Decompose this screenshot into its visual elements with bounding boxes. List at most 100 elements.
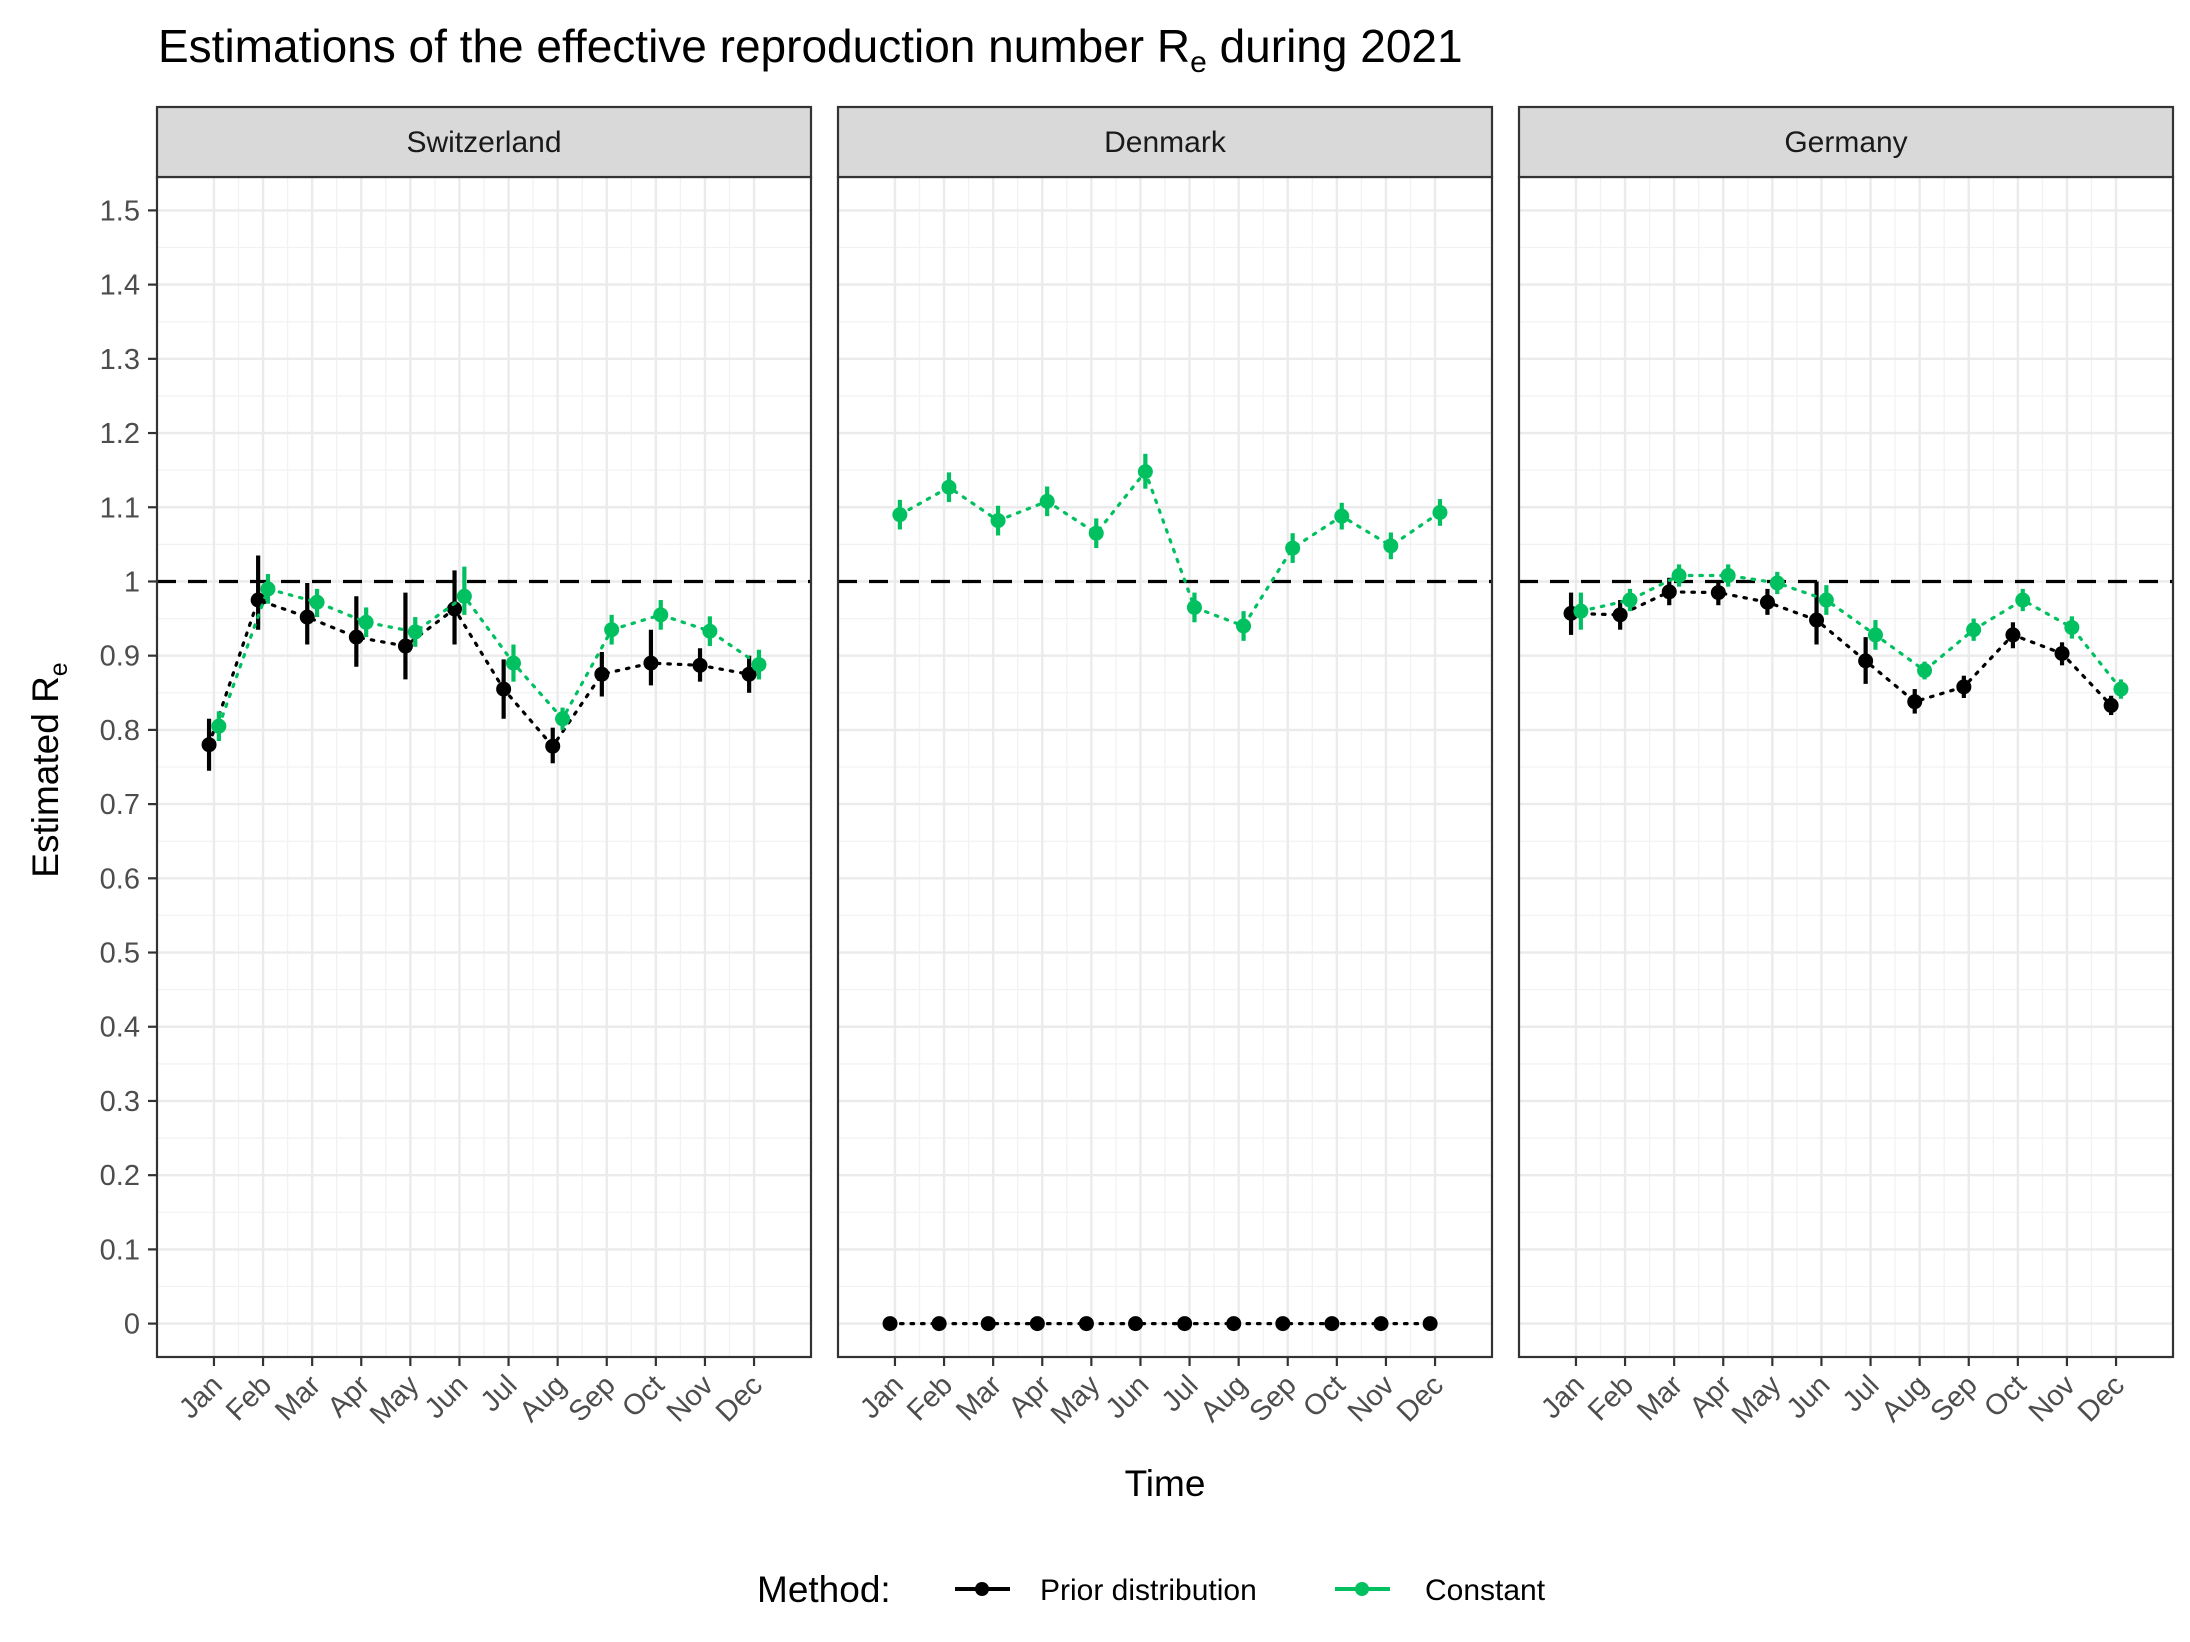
x-tick-label-jul: Jul <box>1837 1369 1886 1418</box>
x-axis-title: Time <box>1125 1463 1206 1504</box>
point-constant-apr <box>1720 568 1736 584</box>
point-prior-distribution-jul <box>1858 653 1874 669</box>
point-constant-jul <box>1867 627 1883 643</box>
x-tick-label-jun: Jun <box>1100 1369 1156 1425</box>
point-constant-jan <box>1573 603 1589 619</box>
series-line-constant <box>898 468 1442 628</box>
y-tick-label: 1.3 <box>100 344 140 376</box>
point-constant-apr <box>1039 493 1055 509</box>
point-prior-distribution-feb <box>1612 607 1628 623</box>
strip-germany <box>1517 105 2175 179</box>
chart-title: Estimations of the effective reproductio… <box>158 20 1463 79</box>
point-constant-nov <box>1383 538 1399 554</box>
legend-title: Method: <box>757 1569 891 1610</box>
point-constant-apr <box>358 614 374 630</box>
x-tick-label-dec: Dec <box>710 1369 769 1428</box>
point-prior-distribution-dec <box>1422 1316 1438 1332</box>
x-tick-label-jul: Jul <box>475 1369 524 1418</box>
x-tick-label-oct: Oct <box>1978 1369 2033 1424</box>
y-tick-label: 0.3 <box>100 1086 140 1118</box>
y-tick-label: 0.8 <box>100 715 140 747</box>
point-prior-distribution-sep <box>1275 1316 1291 1332</box>
point-prior-distribution-may <box>1078 1316 1094 1332</box>
point-prior-distribution-oct <box>643 655 659 671</box>
point-constant-may <box>1088 525 1104 541</box>
series-line-constant <box>1579 573 2123 691</box>
point-constant-may <box>1769 575 1785 591</box>
y-tick-label: 0.9 <box>100 641 140 673</box>
y-tick-label: 0 <box>124 1309 140 1341</box>
x-tick-label-may: May <box>364 1369 426 1431</box>
x-tick-label-oct: Oct <box>1297 1369 1352 1424</box>
point-constant-nov <box>2064 619 2080 635</box>
y-tick-label: 1.2 <box>100 418 140 450</box>
point-constant-may <box>407 624 423 640</box>
point-constant-jul <box>505 655 521 671</box>
point-prior-distribution-apr <box>348 629 364 645</box>
point-prior-distribution-mar <box>980 1316 996 1332</box>
legend-key-constant-point <box>1355 1582 1369 1596</box>
point-prior-distribution-jun <box>447 601 463 617</box>
point-prior-distribution-sep <box>1956 679 1972 695</box>
point-prior-distribution-may <box>397 638 413 654</box>
point-constant-aug <box>1236 618 1252 634</box>
point-prior-distribution-aug <box>545 738 561 754</box>
y-tick-label: 0.1 <box>100 1234 140 1266</box>
point-constant-jan <box>211 718 227 734</box>
y-tick-label: 0.6 <box>100 863 140 895</box>
x-tick-label-jan: Jan <box>173 1369 229 1425</box>
y-tick-label: 1.1 <box>100 492 140 524</box>
x-tick-label-mar: Mar <box>269 1369 327 1427</box>
point-prior-distribution-dec <box>741 666 757 682</box>
point-constant-dec <box>751 657 767 673</box>
point-prior-distribution-apr <box>1710 585 1726 601</box>
legend: Method: Prior distribution Constant <box>757 1569 1546 1610</box>
point-constant-mar <box>990 513 1006 529</box>
x-tick-label-may: May <box>1045 1369 1107 1431</box>
x-tick-label-nov: Nov <box>2023 1369 2082 1428</box>
point-constant-nov <box>702 623 718 639</box>
x-tick-label-jan: Jan <box>1535 1369 1591 1425</box>
point-constant-sep <box>1285 540 1301 556</box>
x-tick-label-oct: Oct <box>616 1369 671 1424</box>
point-prior-distribution-jul <box>1177 1316 1193 1332</box>
point-constant-jun <box>1137 464 1153 480</box>
x-tick-label-nov: Nov <box>661 1369 720 1428</box>
x-tick-label-apr: Apr <box>1684 1369 1739 1424</box>
legend-item-constant: Constant <box>1335 1574 1546 1607</box>
x-tick-label-aug: Aug <box>513 1369 572 1428</box>
x-tick-label-apr: Apr <box>322 1369 377 1424</box>
x-tick-label-aug: Aug <box>1875 1369 1934 1428</box>
point-constant-aug <box>555 711 571 727</box>
point-prior-distribution-jun <box>1128 1316 1144 1332</box>
point-constant-oct <box>1334 508 1350 524</box>
legend-label-constant: Constant <box>1425 1574 1546 1607</box>
x-tick-label-dec: Dec <box>2072 1369 2131 1428</box>
point-prior-distribution-jan <box>201 737 217 753</box>
point-prior-distribution-nov <box>1373 1316 1389 1332</box>
y-tick-label: 0.7 <box>100 789 140 821</box>
x-tick-label-feb: Feb <box>901 1369 959 1427</box>
point-prior-distribution-apr <box>1029 1316 1045 1332</box>
point-prior-distribution-aug <box>1226 1316 1242 1332</box>
x-tick-label-dec: Dec <box>1391 1369 1450 1428</box>
point-prior-distribution-mar <box>1661 584 1677 600</box>
x-tick-label-apr: Apr <box>1003 1369 1058 1424</box>
x-tick-label-nov: Nov <box>1342 1369 1401 1428</box>
strip-label-denmark: Denmark <box>1104 126 1227 159</box>
point-prior-distribution-may <box>1759 594 1775 610</box>
y-tick-label: 1.4 <box>100 270 140 302</box>
series-line-prior-distribution <box>1569 590 2113 708</box>
strip-label-switzerland: Switzerland <box>406 126 561 159</box>
point-constant-jun <box>456 588 472 604</box>
point-constant-sep <box>1966 622 1982 638</box>
x-tick-label-jul: Jul <box>1156 1369 1205 1418</box>
strip-switzerland <box>155 105 813 179</box>
x-tick-label-mar: Mar <box>950 1369 1008 1427</box>
strip-label-germany: Germany <box>1784 126 1907 159</box>
